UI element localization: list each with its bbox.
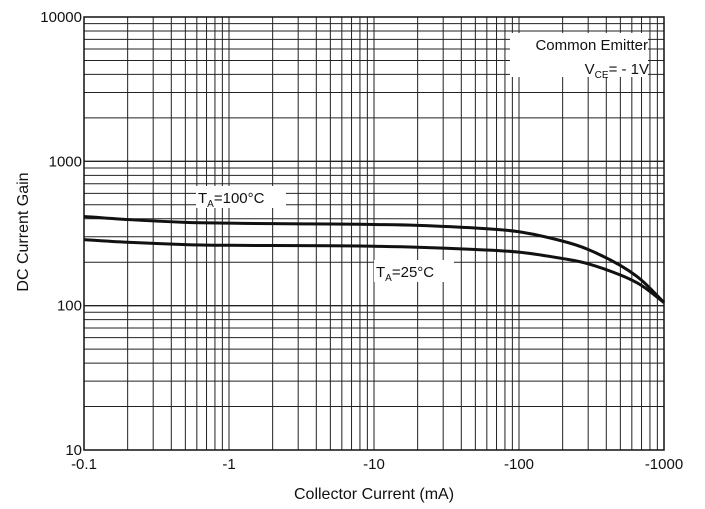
conditions-line1: Common Emitter [535,37,648,54]
series-label-25c: TA=25°C [376,264,434,284]
x-tick-label: -1 [222,456,235,473]
conditions-line2: VCE= - 1V [585,61,649,81]
x-tick-label: -1000 [645,456,683,473]
series-line-25c [83,238,665,304]
x-axis-label: Collector Current (mA) [294,486,454,503]
series-label-100c: TA=100°C [198,190,265,210]
x-tick-label: -100 [504,456,534,473]
x-tick-label: -0.1 [71,456,97,473]
conditions-box [510,33,648,77]
series-label-bg-25c [374,260,454,282]
y-tick-label: 100 [57,298,82,315]
y-axis-label: DC Current Gain [15,172,32,291]
y-tick-label: 1000 [49,153,82,170]
curves [83,214,666,304]
series-line-100c [83,214,666,304]
x-tick-label: -10 [363,456,385,473]
y-tick-label: 10000 [40,9,82,26]
tick-labels: -0.1 -1 -10 -100 -1000 10 100 1000 10000 [40,9,683,473]
grid [84,17,664,450]
y-tick-label: 10 [65,442,82,459]
series-label-bg-100c [196,186,286,208]
plot-frame [83,16,665,451]
